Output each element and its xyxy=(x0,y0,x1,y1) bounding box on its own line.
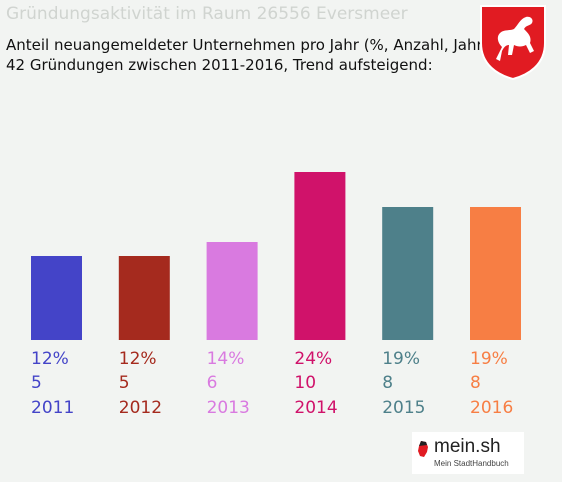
count-label-2013: 6 xyxy=(206,373,218,393)
lower-saxony-horse-crest-icon xyxy=(480,5,546,81)
year-label-2016: 2016 xyxy=(470,398,514,418)
count-label-2016: 8 xyxy=(470,373,481,393)
count-label-2015: 8 xyxy=(382,373,394,393)
percent-label-2011: 12% xyxy=(31,349,69,369)
germany-map-icon xyxy=(418,441,428,457)
year-label-2013: 2013 xyxy=(206,398,250,418)
percent-label-2015: 19% xyxy=(382,349,420,369)
bar-2015 xyxy=(382,207,434,340)
year-label-2015: 2015 xyxy=(382,398,426,418)
count-label-2014: 10 xyxy=(294,373,317,393)
percent-label-2012: 12% xyxy=(118,349,157,369)
bar-2012 xyxy=(118,256,170,340)
count-label-2012: 5 xyxy=(118,373,130,393)
year-label-2012: 2012 xyxy=(118,398,163,418)
percent-label-2013: 14% xyxy=(206,349,245,369)
chart-title: Gründungsaktivität im Raum 26556 Eversme… xyxy=(6,4,408,24)
bar-2016 xyxy=(470,207,521,340)
chart-subtitle: Anteil neuangemeldeter Unternehmen pro J… xyxy=(6,36,489,54)
bar-2013 xyxy=(206,242,258,340)
percent-label-2016: 19% xyxy=(470,349,508,369)
count-label-2011: 5 xyxy=(31,373,42,393)
chart-summary: 42 Gründungen zwischen 2011-2016, Trend … xyxy=(6,56,433,74)
brand-name: mein.sh xyxy=(434,436,501,457)
brand-logo[interactable]: mein.sh Mein StadtHandbuch xyxy=(412,432,524,474)
year-label-2011: 2011 xyxy=(31,398,75,418)
brand-tagline: Mein StadtHandbuch xyxy=(434,459,509,468)
year-label-2014: 2014 xyxy=(294,398,338,418)
bar-2014 xyxy=(294,172,346,340)
percent-label-2014: 24% xyxy=(294,349,333,369)
bar-2011 xyxy=(31,256,82,340)
